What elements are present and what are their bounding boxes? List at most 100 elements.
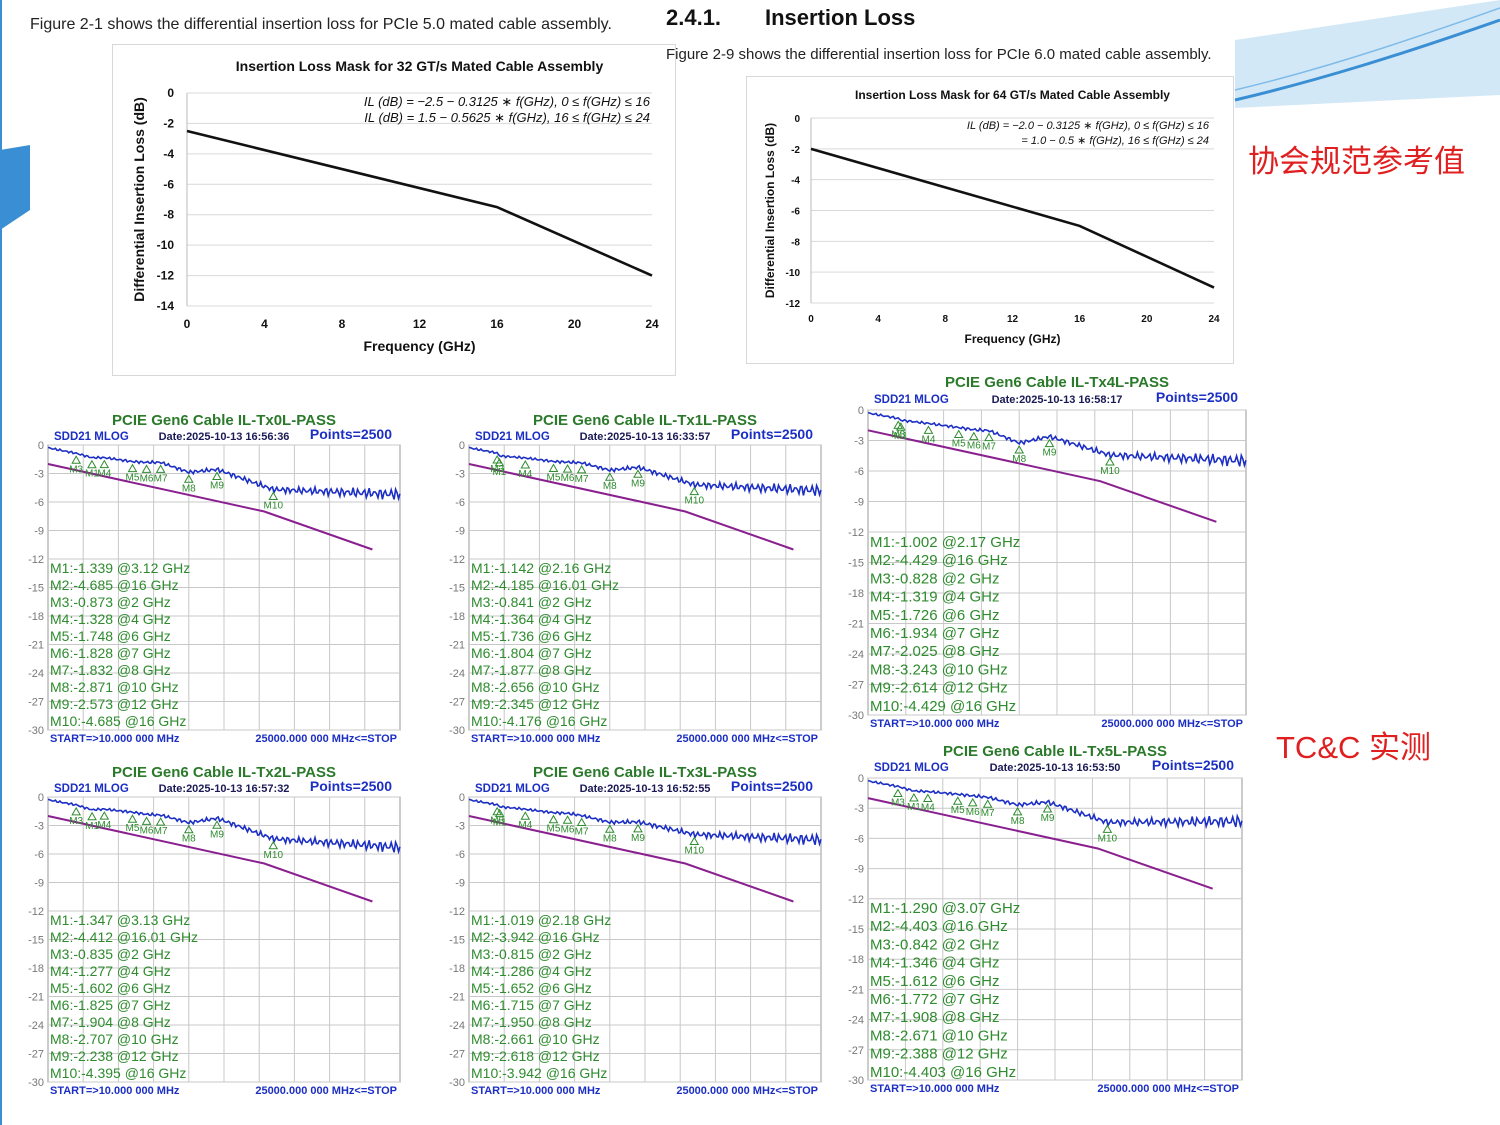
vna-y-tick-label: -3 bbox=[455, 821, 465, 833]
vna-y-tick-label: -21 bbox=[28, 992, 44, 1004]
vna-chart-tx4l: PCIE Gen6 Cable IL-Tx4L-PASS SDD21 MLOG Da… bbox=[848, 374, 1247, 730]
vna-y-tick-label: -12 bbox=[848, 894, 864, 906]
vna-marker-triangle bbox=[982, 799, 993, 808]
vna-y-tick-label: -21 bbox=[449, 640, 465, 652]
vna-y-tick-label: -12 bbox=[449, 906, 465, 918]
vna-y-tick-label: -15 bbox=[848, 558, 864, 570]
vna-marker-triangle bbox=[1012, 806, 1023, 816]
vna-y-tick-label: -15 bbox=[449, 935, 465, 947]
vna-marker-label: M9 bbox=[631, 833, 645, 844]
vna-y-tick-label: -24 bbox=[28, 668, 44, 680]
vna-marker-label: M8 bbox=[603, 481, 617, 492]
vna-marker-label: M10 bbox=[264, 501, 284, 512]
vna-title: PCIE Gen6 Cable IL-Tx1L-PASS bbox=[533, 412, 757, 429]
measured-note: TC&C 实测 bbox=[1276, 730, 1431, 765]
vna-measured-trace bbox=[47, 798, 401, 855]
vna-title: PCIE Gen6 Cable IL-Tx3L-PASS bbox=[533, 764, 757, 781]
vna-marker-label: M8 bbox=[1012, 454, 1026, 465]
vna-y-tick-label: -30 bbox=[449, 1077, 465, 1089]
vna-marker-triangle bbox=[968, 431, 979, 441]
vna-chart-tx2l: PCIE Gen6 Cable IL-Tx2L-PASS SDD21 MLOG Da… bbox=[28, 764, 401, 1097]
vna-marker-label: M1 bbox=[907, 802, 921, 813]
vna-marker-label: M9 bbox=[1041, 813, 1055, 824]
vna-chart-tx1l: PCIE Gen6 Cable IL-Tx1L-PASS SDD21 MLOG Da… bbox=[449, 412, 822, 745]
vna-spec-mask-line bbox=[867, 797, 1214, 890]
vna-marker-triangle bbox=[141, 464, 152, 473]
y-tick-label: -10 bbox=[786, 268, 801, 279]
decor-wave-light bbox=[1235, 0, 1500, 108]
x-tick-label: 0 bbox=[184, 317, 191, 331]
vna-marker-readout: M1:-1.002 @2.17 GHz bbox=[870, 534, 1020, 551]
vna-marker-label: M9 bbox=[210, 480, 224, 491]
vna-date: Date:2025-10-13 16:56:36 bbox=[159, 431, 290, 443]
vna-y-tick-label: -6 bbox=[34, 497, 44, 509]
vna-y-tick-label: 0 bbox=[459, 792, 465, 804]
vna-marker-triangle bbox=[99, 459, 110, 469]
x-tick-label: 20 bbox=[568, 317, 582, 331]
vna-y-tick-label: -12 bbox=[28, 906, 44, 918]
x-axis-title: Frequency (GHz) bbox=[964, 332, 1060, 346]
vna-marker-readout: M7:-1.950 @8 GHz bbox=[471, 1014, 592, 1030]
vna-start-label: START=>10.000 000 MHz bbox=[471, 1085, 601, 1097]
vna-marker-readout: M2:-4.429 @16 GHz bbox=[870, 552, 1008, 569]
vna-y-tick-label: -9 bbox=[34, 878, 44, 890]
vna-marker-triangle bbox=[1042, 804, 1053, 813]
vna-marker-triangle bbox=[952, 796, 963, 805]
vna-y-tick-label: 0 bbox=[858, 773, 864, 785]
vna-marker-label: M4 bbox=[518, 820, 532, 831]
vna-marker-triangle bbox=[268, 840, 279, 850]
vna-y-tick-label: -6 bbox=[455, 849, 465, 861]
vna-marker-readout: M5:-1.602 @6 GHz bbox=[50, 980, 171, 996]
vna-chart-tx0l: PCIE Gen6 Cable IL-Tx0L-PASS SDD21 MLOG Da… bbox=[28, 412, 401, 745]
vna-title: PCIE Gen6 Cable IL-Tx4L-PASS bbox=[945, 374, 1169, 391]
vna-marker-label: M3 bbox=[891, 797, 905, 808]
vna-title: PCIE Gen6 Cable IL-Tx0L-PASS bbox=[112, 412, 336, 429]
vna-marker-label: M3 bbox=[891, 429, 905, 440]
vna-marker-triangle bbox=[1102, 824, 1113, 833]
vna-marker-triangle bbox=[1014, 444, 1025, 454]
vna-y-tick-label: -27 bbox=[449, 1049, 465, 1061]
x-tick-label: 16 bbox=[1074, 314, 1086, 325]
vna-spec-mask-line bbox=[468, 815, 794, 903]
y-tick-label: -6 bbox=[791, 207, 800, 218]
vna-marker-triangle bbox=[922, 793, 933, 803]
y-tick-label: -2 bbox=[791, 145, 800, 156]
vna-marker-label: M5 bbox=[126, 823, 140, 834]
vna-marker-label: M6 bbox=[967, 441, 981, 452]
vna-marker-readout: M2:-4.412 @16.01 GHz bbox=[50, 929, 198, 945]
vna-marker-readout: M10:-4.429 @16 GHz bbox=[870, 698, 1016, 715]
decor-wave-line bbox=[1234, 7, 1500, 91]
vna-format-label: SDD21 MLOG bbox=[874, 394, 949, 406]
vna-marker-label: M8 bbox=[182, 834, 196, 845]
y-tick-label: -10 bbox=[157, 238, 175, 252]
vna-marker-readout: M4:-1.328 @4 GHz bbox=[50, 611, 171, 627]
vna-y-tick-label: 0 bbox=[459, 440, 465, 452]
vna-y-tick-label: -15 bbox=[848, 924, 864, 936]
vna-y-tick-label: -18 bbox=[449, 611, 465, 623]
vna-marker-readout: M4:-1.277 @4 GHz bbox=[50, 963, 171, 979]
vna-marker-triangle bbox=[87, 459, 97, 469]
vna-y-tick-label: -27 bbox=[28, 1049, 44, 1061]
vna-spec-mask-line bbox=[47, 815, 373, 903]
vna-marker-readout: M9:-2.614 @12 GHz bbox=[870, 680, 1008, 697]
vna-marker-readout: M6:-1.825 @7 GHz bbox=[50, 997, 171, 1013]
vna-marker-label: M7 bbox=[154, 473, 168, 484]
vna-marker-triangle bbox=[520, 459, 531, 469]
vna-y-tick-label: -9 bbox=[455, 526, 465, 538]
vna-marker-triangle bbox=[984, 432, 994, 442]
x-tick-label: 20 bbox=[1141, 314, 1153, 325]
vna-y-tick-label: -18 bbox=[848, 588, 864, 600]
x-tick-label: 16 bbox=[490, 317, 504, 331]
mask-line bbox=[186, 129, 653, 277]
vna-y-tick-label: -30 bbox=[28, 725, 44, 737]
vna-y-tick-label: -30 bbox=[848, 1075, 864, 1087]
vna-marker-readout: M3:-0.835 @2 GHz bbox=[50, 946, 171, 962]
vna-y-tick-label: -15 bbox=[28, 583, 44, 595]
vna-marker-readout: M3:-0.842 @2 GHz bbox=[870, 936, 999, 953]
vna-marker-label: M5 bbox=[547, 824, 561, 835]
y-axis-title: Differential Insertion Loss (dB) bbox=[131, 97, 147, 302]
vna-stop-label: 25000.000 000 MHz<=STOP bbox=[255, 1085, 397, 1097]
vna-marker-triangle bbox=[494, 457, 505, 467]
vna-points: Points=2500 bbox=[310, 778, 392, 794]
vna-marker-readout: M5:-1.736 @6 GHz bbox=[471, 628, 592, 644]
